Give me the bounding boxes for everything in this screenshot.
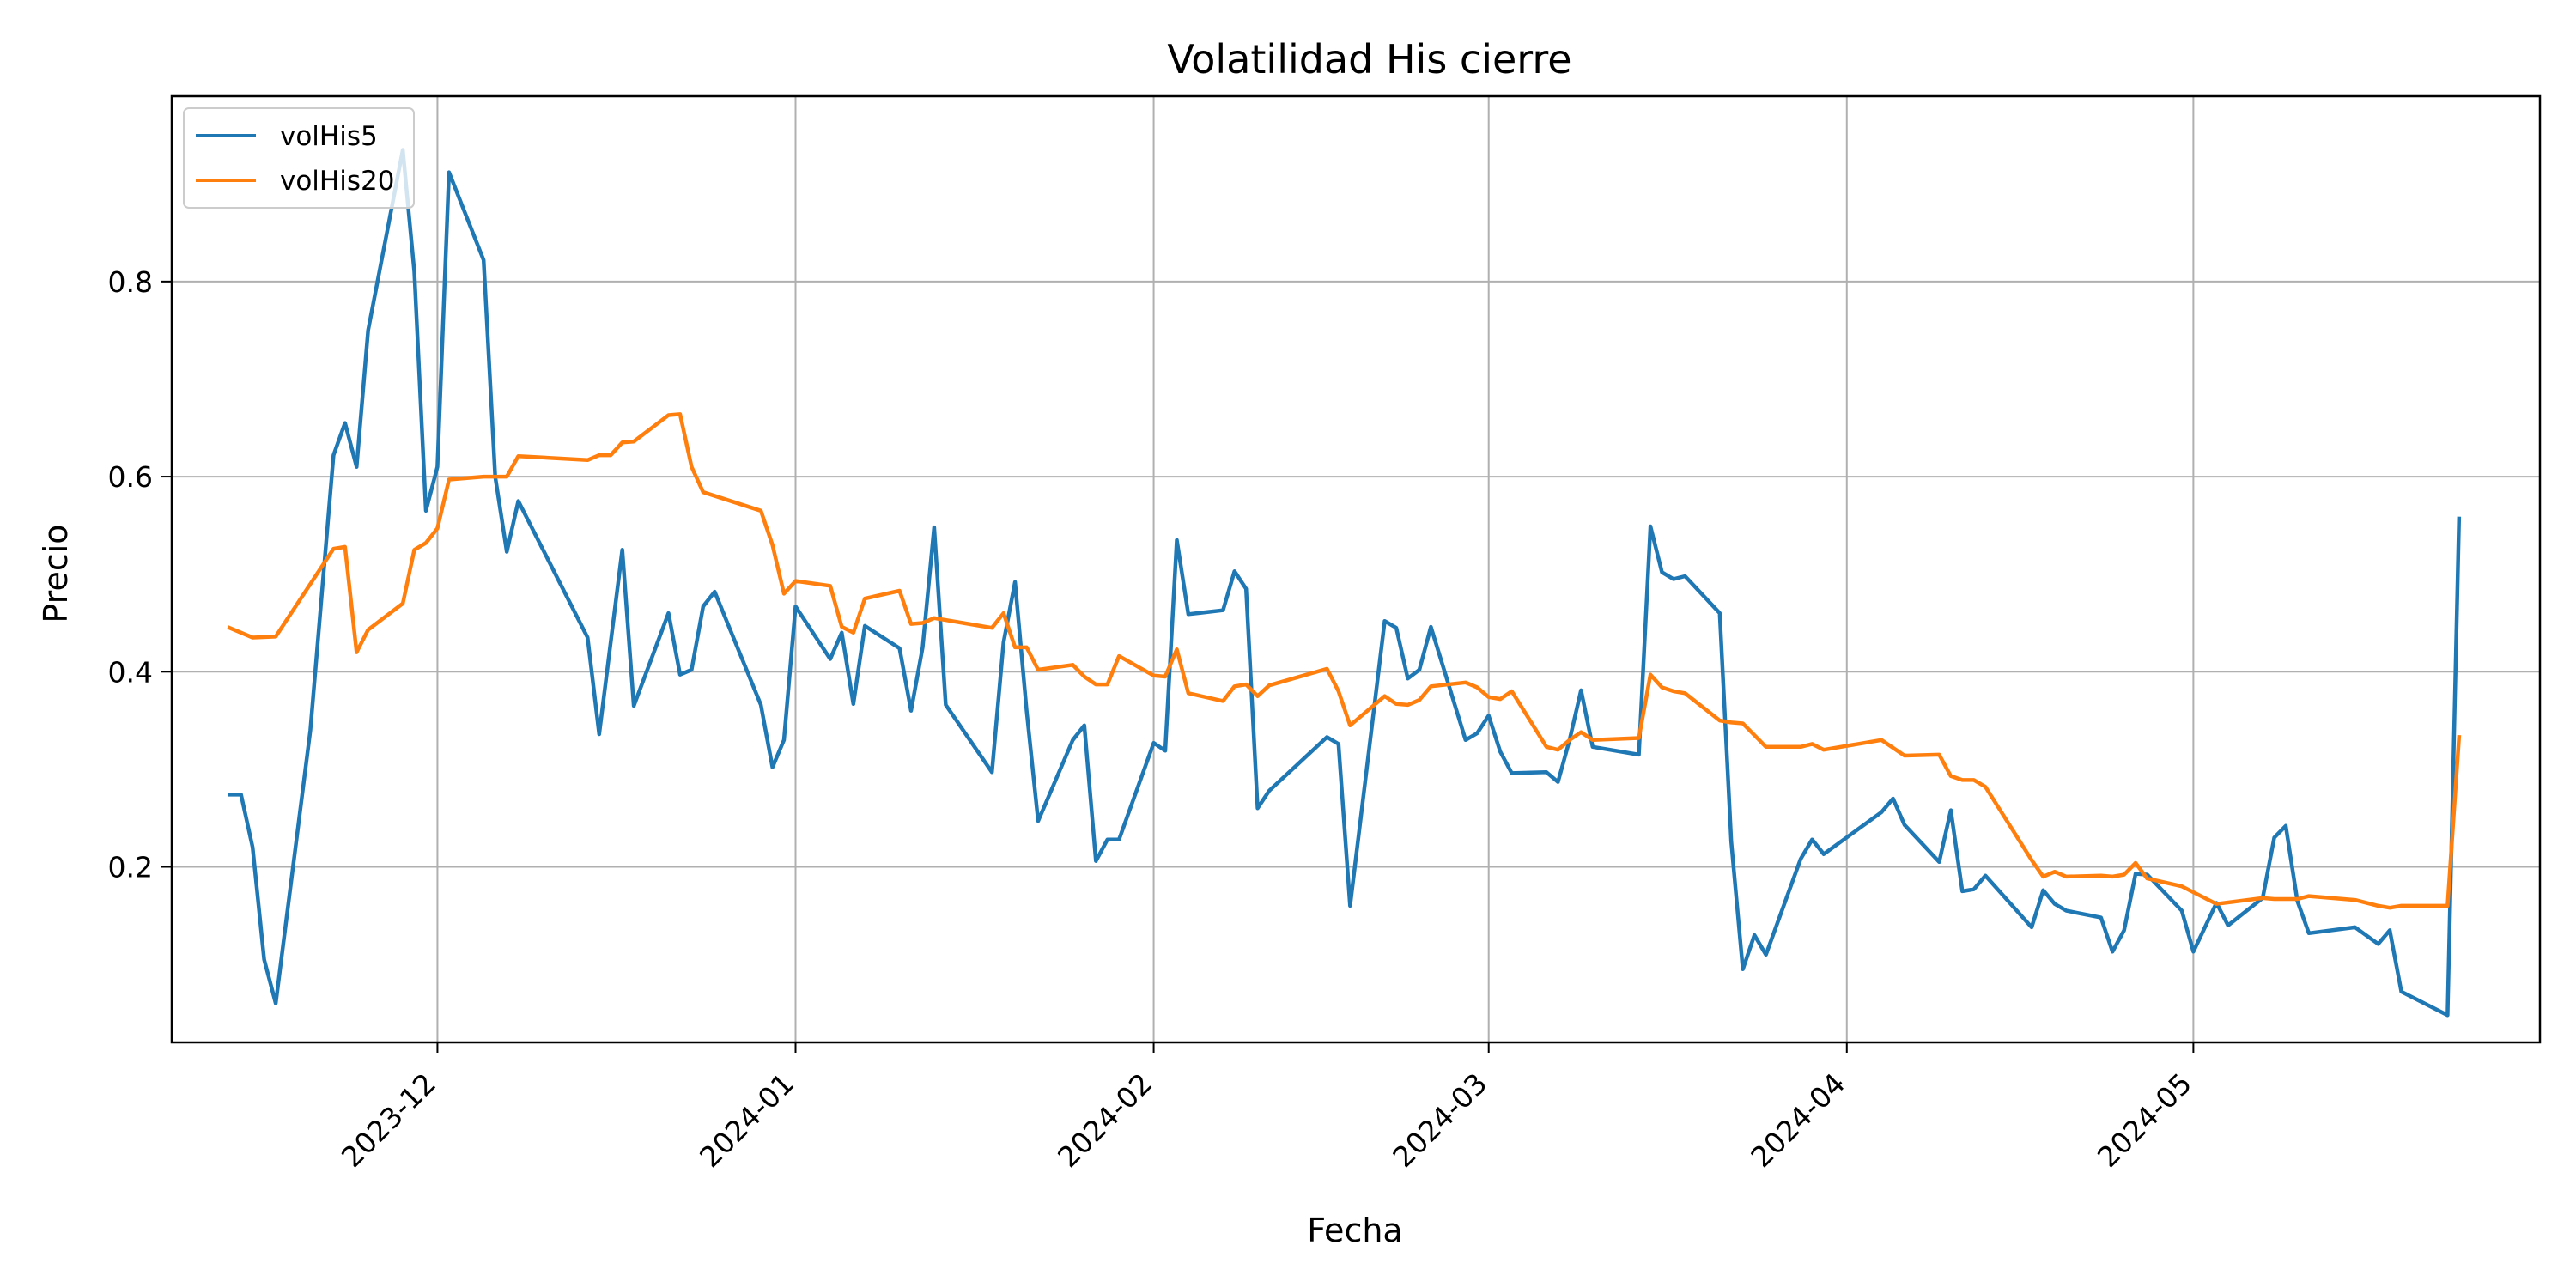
grid-lines — [172, 96, 2540, 1042]
series-line-volhis20 — [227, 412, 2462, 910]
x-tick-label: 2024-03 — [1386, 1066, 1493, 1174]
legend-box — [183, 107, 415, 209]
y-tick-label: 0.8 — [108, 265, 153, 299]
x-tick-label: 2024-04 — [1744, 1066, 1851, 1174]
series-lines — [227, 148, 2462, 1018]
y-axis-title: Precio — [37, 524, 75, 623]
y-tick-label: 0.6 — [108, 460, 153, 494]
legend-label-volhis20: volHis20 — [280, 166, 394, 197]
x-tick-label: 2023-12 — [335, 1066, 442, 1174]
legend-label-volhis5: volHis5 — [280, 121, 378, 152]
x-tick-label: 2024-01 — [693, 1066, 800, 1174]
series-line-volhis5 — [228, 148, 2462, 1018]
y-tick-label: 0.2 — [108, 851, 153, 884]
x-axis-title: Fecha — [1307, 1212, 1402, 1249]
x-tick-label: 2024-02 — [1051, 1066, 1158, 1174]
chart-title: Volatilidad His cierre — [1167, 36, 1571, 82]
plot-area-frame — [170, 94, 2542, 1044]
legend: volHis5 volHis20 — [183, 107, 415, 209]
x-tick-label: 2024-05 — [2091, 1066, 2198, 1174]
y-tick-label: 0.4 — [108, 655, 153, 689]
